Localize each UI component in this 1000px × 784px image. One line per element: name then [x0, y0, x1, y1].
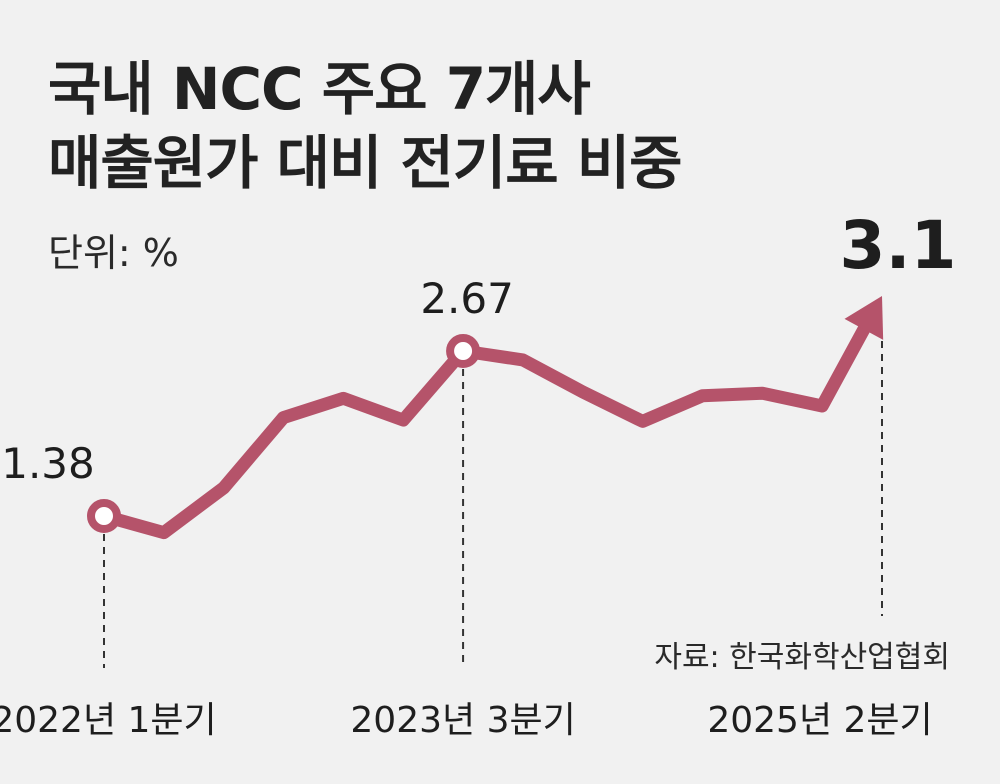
- series-layer: [97, 296, 884, 540]
- chart-title-line-2: 매출원가 대비 전기료 비중: [48, 129, 683, 197]
- x-tick-label: 2025년 2분기: [707, 700, 932, 741]
- point-marker: [87, 499, 121, 533]
- guide-lines: [103, 341, 883, 668]
- unit-label: 단위: %: [48, 231, 179, 275]
- markers-layer: [87, 334, 481, 533]
- chart-title-line-1: 국내 NCC 주요 7개사: [48, 55, 591, 123]
- point-marker: [446, 334, 481, 368]
- x-tick-labels: 2022년 1분기 2023년 3분기 2025년 2분기: [0, 700, 933, 741]
- value-label: 3.1: [840, 207, 957, 284]
- value-label: 1.38: [1, 439, 95, 488]
- value-label: 2.67: [420, 274, 514, 323]
- arrowhead-marker: [844, 296, 884, 340]
- series-line: [97, 319, 873, 540]
- source-note: 자료: 한국화학산업협회: [654, 640, 950, 675]
- value-labels: 1.38 2.67 3.1: [1, 207, 956, 488]
- x-tick-label: 2022년 1분기: [0, 700, 217, 741]
- x-tick-label: 2023년 3분기: [350, 700, 575, 741]
- chart-title: 국내 NCC 주요 7개사 매출원가 대비 전기료 비중: [48, 52, 683, 200]
